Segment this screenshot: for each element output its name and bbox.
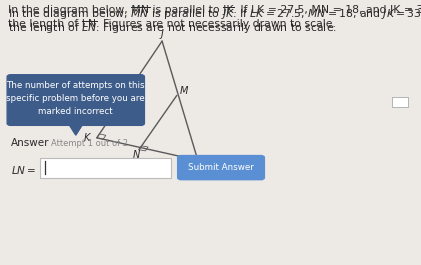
Text: In the diagram below, MN is parallel to JK. If LK = 27.5, MN = 18, and JK = 33, : In the diagram below, MN is parallel to … xyxy=(8,5,421,15)
Text: M: M xyxy=(180,86,189,96)
Text: J: J xyxy=(161,29,163,39)
Text: Attempt 1 out of 2: Attempt 1 out of 2 xyxy=(51,139,128,148)
Text: Submit Answer: Submit Answer xyxy=(188,163,254,172)
Bar xyxy=(392,97,408,107)
Text: $LN =$: $LN =$ xyxy=(11,164,36,176)
Text: The number of attempts on this
specific problem before you are
marked incorrect: The number of attempts on this specific … xyxy=(6,81,145,116)
Text: N: N xyxy=(133,150,141,160)
Text: In the diagram below, $\overline{MN}$ is parallel to $\overline{JK}$. If $LK = 2: In the diagram below, $\overline{MN}$ is… xyxy=(8,5,421,22)
Text: the length of LN. Figures are not necessarily drawn to scale.: the length of LN. Figures are not necess… xyxy=(8,19,336,29)
Text: the length of $\overline{LN}$. Figures are not necessarily drawn to scale.: the length of $\overline{LN}$. Figures a… xyxy=(8,20,336,36)
Text: K: K xyxy=(84,133,91,143)
FancyBboxPatch shape xyxy=(7,75,144,125)
Polygon shape xyxy=(68,123,83,135)
Text: L: L xyxy=(203,160,208,170)
FancyBboxPatch shape xyxy=(40,158,171,178)
Text: Answer: Answer xyxy=(11,138,49,148)
FancyBboxPatch shape xyxy=(178,156,264,180)
